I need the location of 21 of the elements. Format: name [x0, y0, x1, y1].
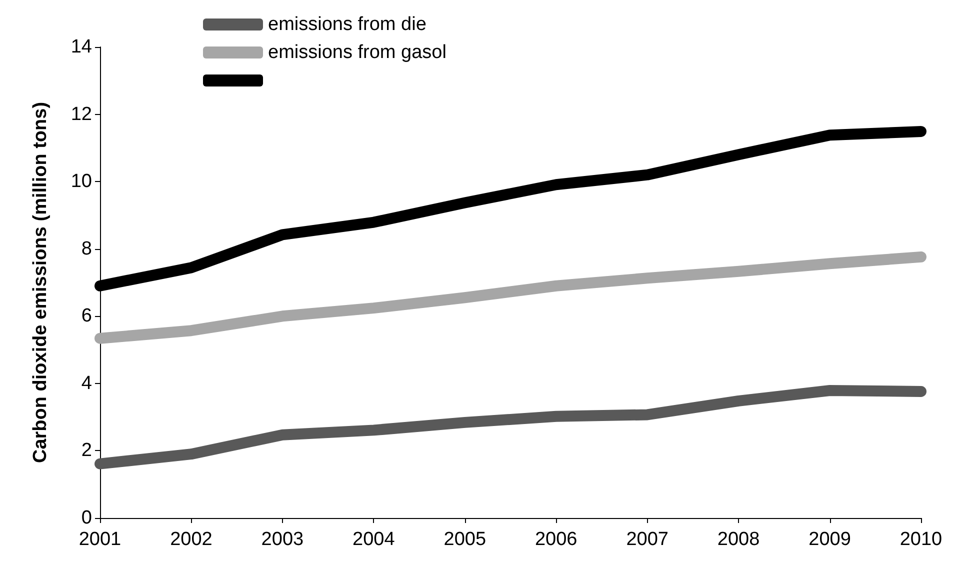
x-tick-label: 2007	[626, 529, 668, 550]
legend-label: emissions from die	[268, 14, 426, 35]
x-tick-label: 2004	[352, 529, 396, 550]
y-tick-label: 2	[81, 440, 92, 462]
x-tick-label: 2005	[444, 529, 486, 550]
x-tick-label: 2008	[717, 529, 760, 550]
x-tick-label: 2009	[808, 529, 851, 550]
y-tick-label: 12	[70, 104, 92, 125]
y-tick-label: 0	[81, 508, 92, 528]
x-tick-label: 2006	[534, 529, 578, 550]
legend-label: emissions from gasol	[268, 42, 446, 63]
x-tick-label: 2010	[900, 529, 942, 550]
y-tick-label: 4	[81, 372, 92, 394]
x-tick-label: 2001	[78, 529, 122, 550]
y-tick-label: 10	[70, 171, 92, 192]
x-tick-label: 2003	[261, 529, 304, 550]
y-tick-label: 14	[70, 36, 92, 58]
y-tick-label: 8	[81, 238, 92, 260]
y-axis-title: Carbon dioxide emissions (million tons)	[30, 102, 51, 464]
x-tick-label: 2002	[170, 529, 212, 550]
y-tick-label: 6	[81, 306, 92, 327]
